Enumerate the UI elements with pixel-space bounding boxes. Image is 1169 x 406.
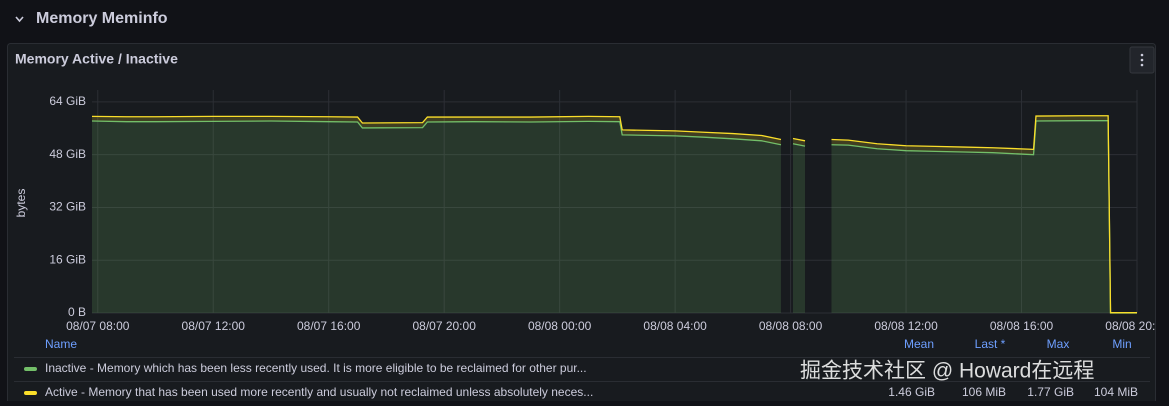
x-tick-label: 08/08 12:00	[874, 319, 938, 333]
y-tick-label: 64 GiB	[49, 94, 86, 108]
section-title[interactable]: Memory Meminfo	[36, 10, 168, 27]
legend-name: Inactive - Memory which has been less re…	[45, 361, 587, 375]
y-tick-label: 48 GiB	[49, 147, 86, 161]
legend-value: 1.77 GiB	[1027, 385, 1074, 399]
x-tick-label: 08/07 16:00	[297, 319, 361, 333]
legend-swatch	[24, 391, 37, 395]
x-tick-label: 08/07 20:00	[412, 319, 476, 333]
y-tick-label: 16 GiB	[49, 252, 86, 266]
panel	[7, 43, 1156, 406]
legend-name: Active - Memory that has been used more …	[45, 385, 593, 399]
x-tick-label: 08/08 00:00	[528, 319, 592, 333]
x-tick-label: 08/08 08:00	[759, 319, 823, 333]
legend-value: 106 MiB	[962, 385, 1006, 399]
panel-title: Memory Active / Inactive	[15, 51, 178, 67]
y-axis-label: bytes	[14, 189, 28, 218]
x-tick-label: 08/07 08:00	[66, 319, 130, 333]
x-tick-label: 08/07 12:00	[182, 319, 246, 333]
legend-value: 104 MiB	[1094, 385, 1138, 399]
plot: 08/07 08:00 08/07 12:00 08/07 16:00 08/07 2…	[66, 90, 1169, 333]
legend-header: Min	[1112, 337, 1131, 351]
y-tick-label: 0 B	[68, 305, 86, 319]
x-tick-label: 08/08 04:00	[643, 319, 707, 333]
x-tick-label: 08/08 20:00	[1105, 319, 1169, 333]
collapse-chevron[interactable]	[15, 16, 24, 23]
series-line	[91, 115, 1137, 314]
legend-header: Name	[45, 337, 77, 351]
menu-dot	[1140, 53, 1144, 57]
menu-dot	[1140, 63, 1144, 67]
x-tick-label: 08/08 16:00	[990, 319, 1054, 333]
y-tick-label: 32 GiB	[49, 200, 86, 214]
legend-header: Mean	[904, 337, 934, 351]
legend-swatch	[24, 367, 37, 371]
legend-value: 1.46 GiB	[888, 385, 935, 399]
legend-header: Max	[1047, 337, 1070, 351]
legend-header: Last *	[975, 337, 1006, 351]
watermark: 掘金技术社区 @ Howard在远程	[800, 360, 1094, 383]
series-area	[92, 120, 1137, 314]
menu-dot	[1140, 58, 1144, 62]
